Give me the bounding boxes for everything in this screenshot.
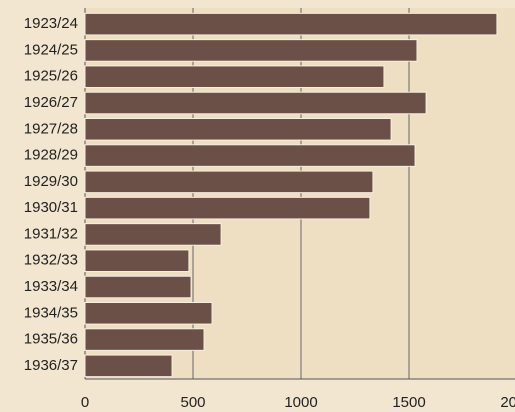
bar — [84, 354, 173, 378]
y-tick-label: 1932/33 — [24, 252, 78, 269]
x-tick-label: 0 — [81, 394, 89, 411]
bar — [84, 12, 498, 36]
y-tick-label: 1933/34 — [24, 278, 78, 295]
y-tick-label: 1930/31 — [24, 199, 78, 216]
bar — [84, 275, 192, 299]
y-tick-label: 1925/26 — [24, 68, 78, 85]
bar — [84, 118, 392, 141]
bar — [84, 196, 371, 220]
x-tick-label: 1500 — [392, 394, 425, 411]
bar — [84, 302, 213, 325]
y-tick-label: 1929/30 — [24, 173, 78, 190]
y-tick-label: 1935/36 — [24, 331, 78, 348]
x-tick-label: 1000 — [284, 394, 317, 411]
y-tick-label: 1926/27 — [24, 94, 78, 111]
bar — [84, 39, 418, 62]
bar — [84, 249, 190, 272]
x-tick-label: 500 — [180, 394, 205, 411]
bar — [84, 223, 222, 246]
y-tick-label: 1931/32 — [24, 225, 78, 242]
bar — [84, 328, 205, 351]
y-tick-label: 1936/37 — [24, 357, 78, 374]
y-tick-label: 1924/25 — [24, 41, 78, 58]
y-tick-label: 1923/24 — [24, 15, 78, 32]
x-tick-label: 2000 — [500, 394, 515, 411]
y-tick-label: 1927/28 — [24, 120, 78, 137]
bar — [84, 144, 416, 167]
y-tick-label: 1934/35 — [24, 304, 78, 321]
y-tick-label: 1928/29 — [24, 147, 78, 164]
bar — [84, 91, 427, 115]
bar — [84, 170, 374, 194]
bar — [84, 65, 385, 88]
